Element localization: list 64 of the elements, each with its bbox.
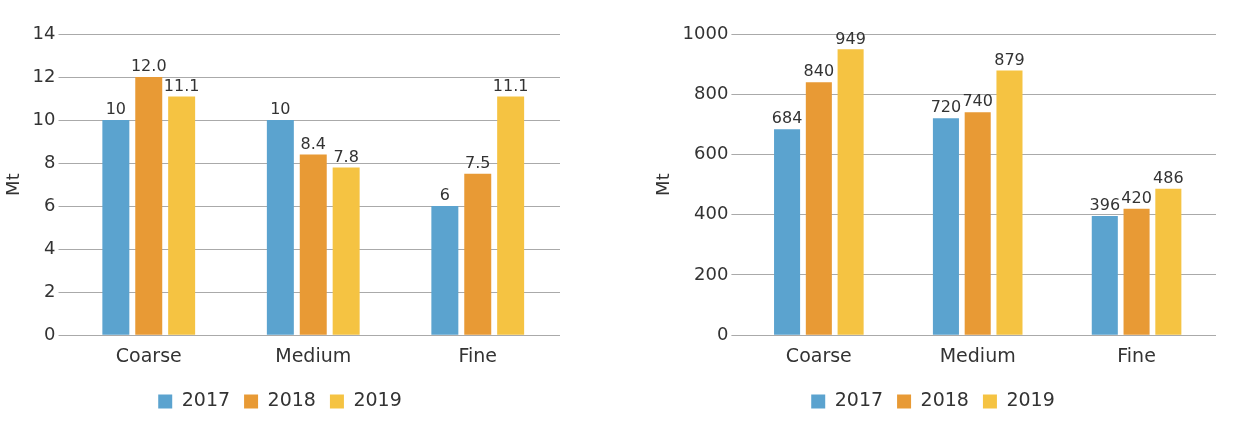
y-tick-label: 1000 <box>682 21 729 43</box>
bar <box>332 167 360 335</box>
y-tick-label: 2 <box>44 279 56 301</box>
y-axis-title: Mt <box>2 173 24 196</box>
bar <box>168 96 196 335</box>
y-tick-label: 10 <box>32 107 56 129</box>
y-tick-label: 12 <box>32 64 56 86</box>
x-tick-label: Fine <box>1117 343 1156 366</box>
bar <box>135 77 163 335</box>
bar <box>1123 208 1150 335</box>
bar <box>1155 188 1182 335</box>
y-axis-title: Mt <box>652 173 674 196</box>
y-tick-label: 400 <box>694 202 729 224</box>
bar <box>299 154 327 335</box>
y-tick-label: 14 <box>32 21 56 43</box>
y-tick-label: 4 <box>44 236 56 258</box>
bar <box>431 206 459 335</box>
y-tick-label: 200 <box>694 262 729 284</box>
bar <box>464 173 492 335</box>
data-label: 740 <box>962 91 993 111</box>
bar <box>102 120 130 335</box>
data-label: 7.8 <box>333 146 359 166</box>
bar <box>964 112 991 335</box>
legend-label: 2019 <box>353 388 402 411</box>
data-label: 6 <box>439 185 450 205</box>
data-label: 720 <box>930 97 962 117</box>
x-tick-label: Coarse <box>785 343 852 366</box>
bar <box>996 70 1023 335</box>
x-tick-label: Coarse <box>115 343 182 366</box>
data-label: 12.0 <box>130 56 167 76</box>
y-tick-label: 6 <box>44 193 56 215</box>
data-label: 10 <box>270 99 291 119</box>
legend-label: 2017 <box>834 388 884 411</box>
data-label: 11.1 <box>163 75 200 95</box>
data-label: 11.1 <box>492 75 529 95</box>
y-tick-label: 800 <box>694 81 729 103</box>
legend-label: 2018 <box>920 388 969 411</box>
y-tick-label: 0 <box>44 322 56 344</box>
bar <box>805 82 832 335</box>
data-label: 7.5 <box>465 153 491 172</box>
bar <box>497 96 525 335</box>
bar <box>774 129 801 335</box>
bar <box>266 120 294 335</box>
bar <box>932 118 959 335</box>
data-label: 840 <box>803 61 835 81</box>
y-tick-label: 600 <box>694 142 729 164</box>
x-tick-label: Medium <box>275 343 352 366</box>
legend-label: 2018 <box>267 388 316 411</box>
y-tick-label: 8 <box>44 150 56 172</box>
data-label: 8.4 <box>300 133 326 153</box>
data-label: 684 <box>771 108 803 128</box>
data-label: 10 <box>105 99 127 119</box>
legend-label: 2019 <box>1006 388 1055 411</box>
data-label: 396 <box>1089 195 1121 215</box>
x-tick-label: Fine <box>458 343 498 366</box>
y-tick-label: 0 <box>716 322 729 344</box>
bar <box>837 49 864 335</box>
data-label: 949 <box>835 28 866 48</box>
data-label: 420 <box>1121 187 1152 207</box>
data-label: 486 <box>1153 167 1184 187</box>
bar <box>1091 215 1118 335</box>
x-tick-label: Medium <box>939 343 1016 366</box>
legend-label: 2017 <box>181 388 231 411</box>
data-label: 879 <box>994 49 1025 69</box>
